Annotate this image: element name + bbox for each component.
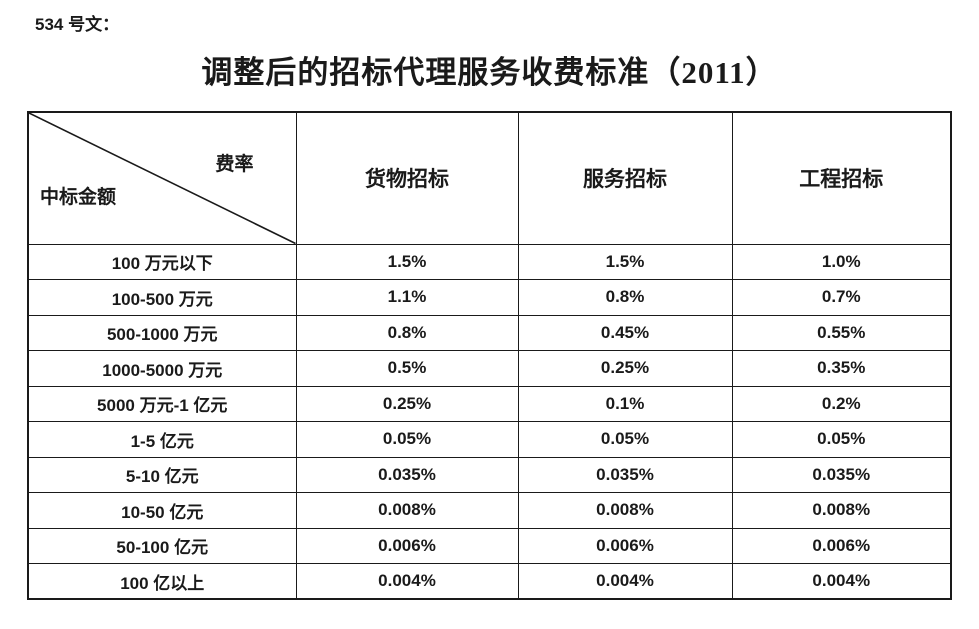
fee-table: 费率 中标金额 货物招标 服务招标 工程招标 100 万元以下 1.5% 1.5… [27,111,952,600]
engineering-rate-cell: 0.05% [731,421,952,458]
amount-cell: 10-50 亿元 [27,492,297,529]
goods-rate-cell: 0.5% [295,350,519,387]
service-rate-cell: 0.05% [517,421,733,458]
table-row: 5-10 亿元 0.035% 0.035% 0.035% [27,456,952,493]
table-row: 100 万元以下 1.5% 1.5% 1.0% [27,243,952,280]
table-row: 100 亿以上 0.004% 0.004% 0.004% [27,563,952,600]
diagonal-divider-line [29,113,296,244]
amount-cell: 500-1000 万元 [27,314,297,351]
column-header-service: 服务招标 [517,111,733,245]
goods-rate-cell: 0.035% [295,456,519,493]
table-header-row: 费率 中标金额 货物招标 服务招标 工程招标 [27,111,952,245]
engineering-rate-cell: 0.008% [731,492,952,529]
corner-header-cell: 费率 中标金额 [27,111,297,245]
amount-cell: 50-100 亿元 [27,527,297,564]
service-rate-cell: 0.035% [517,456,733,493]
service-rate-cell: 1.5% [517,243,733,280]
page-title: 调整后的招标代理服务收费标准（2011） [201,55,778,90]
goods-rate-cell: 0.8% [295,314,519,351]
goods-rate-cell: 1.1% [295,279,519,316]
goods-rate-cell: 0.05% [295,421,519,458]
service-rate-cell: 0.1% [517,385,733,422]
table-row: 5000 万元-1 亿元 0.25% 0.1% 0.2% [27,385,952,422]
table-row: 50-100 亿元 0.006% 0.006% 0.006% [27,527,952,564]
service-rate-cell: 0.45% [517,314,733,351]
service-rate-cell: 0.8% [517,279,733,316]
engineering-rate-cell: 0.2% [731,385,952,422]
service-rate-cell: 0.008% [517,492,733,529]
goods-rate-cell: 1.5% [295,243,519,280]
table-row: 1-5 亿元 0.05% 0.05% 0.05% [27,421,952,458]
doc-number: 534 号文： [35,15,120,34]
engineering-rate-cell: 0.004% [731,563,952,600]
amount-cell: 100 万元以下 [27,243,297,280]
goods-rate-cell: 0.004% [295,563,519,600]
column-header-engineering: 工程招标 [731,111,952,245]
table-row: 10-50 亿元 0.008% 0.008% 0.008% [27,492,952,529]
amount-cell: 1000-5000 万元 [27,350,297,387]
table-row: 1000-5000 万元 0.5% 0.25% 0.35% [27,350,952,387]
amount-cell: 100-500 万元 [27,279,297,316]
service-rate-cell: 0.006% [517,527,733,564]
table-row: 100-500 万元 1.1% 0.8% 0.7% [27,279,952,316]
engineering-rate-cell: 0.35% [731,350,952,387]
engineering-rate-cell: 0.55% [731,314,952,351]
goods-rate-cell: 0.008% [295,492,519,529]
goods-rate-cell: 0.25% [295,385,519,422]
corner-label-amount: 中标金额 [40,187,117,208]
engineering-rate-cell: 1.0% [731,243,952,280]
amount-cell: 5000 万元-1 亿元 [27,385,297,422]
engineering-rate-cell: 0.035% [731,456,952,493]
table-row: 500-1000 万元 0.8% 0.45% 0.55% [27,314,952,351]
service-rate-cell: 0.004% [517,563,733,600]
amount-cell: 100 亿以上 [27,563,297,600]
goods-rate-cell: 0.006% [295,527,519,564]
corner-label-rate: 费率 [215,154,254,175]
engineering-rate-cell: 0.006% [731,527,952,564]
engineering-rate-cell: 0.7% [731,279,952,316]
column-header-goods: 货物招标 [295,111,519,245]
amount-cell: 1-5 亿元 [27,421,297,458]
amount-cell: 5-10 亿元 [27,456,297,493]
service-rate-cell: 0.25% [517,350,733,387]
